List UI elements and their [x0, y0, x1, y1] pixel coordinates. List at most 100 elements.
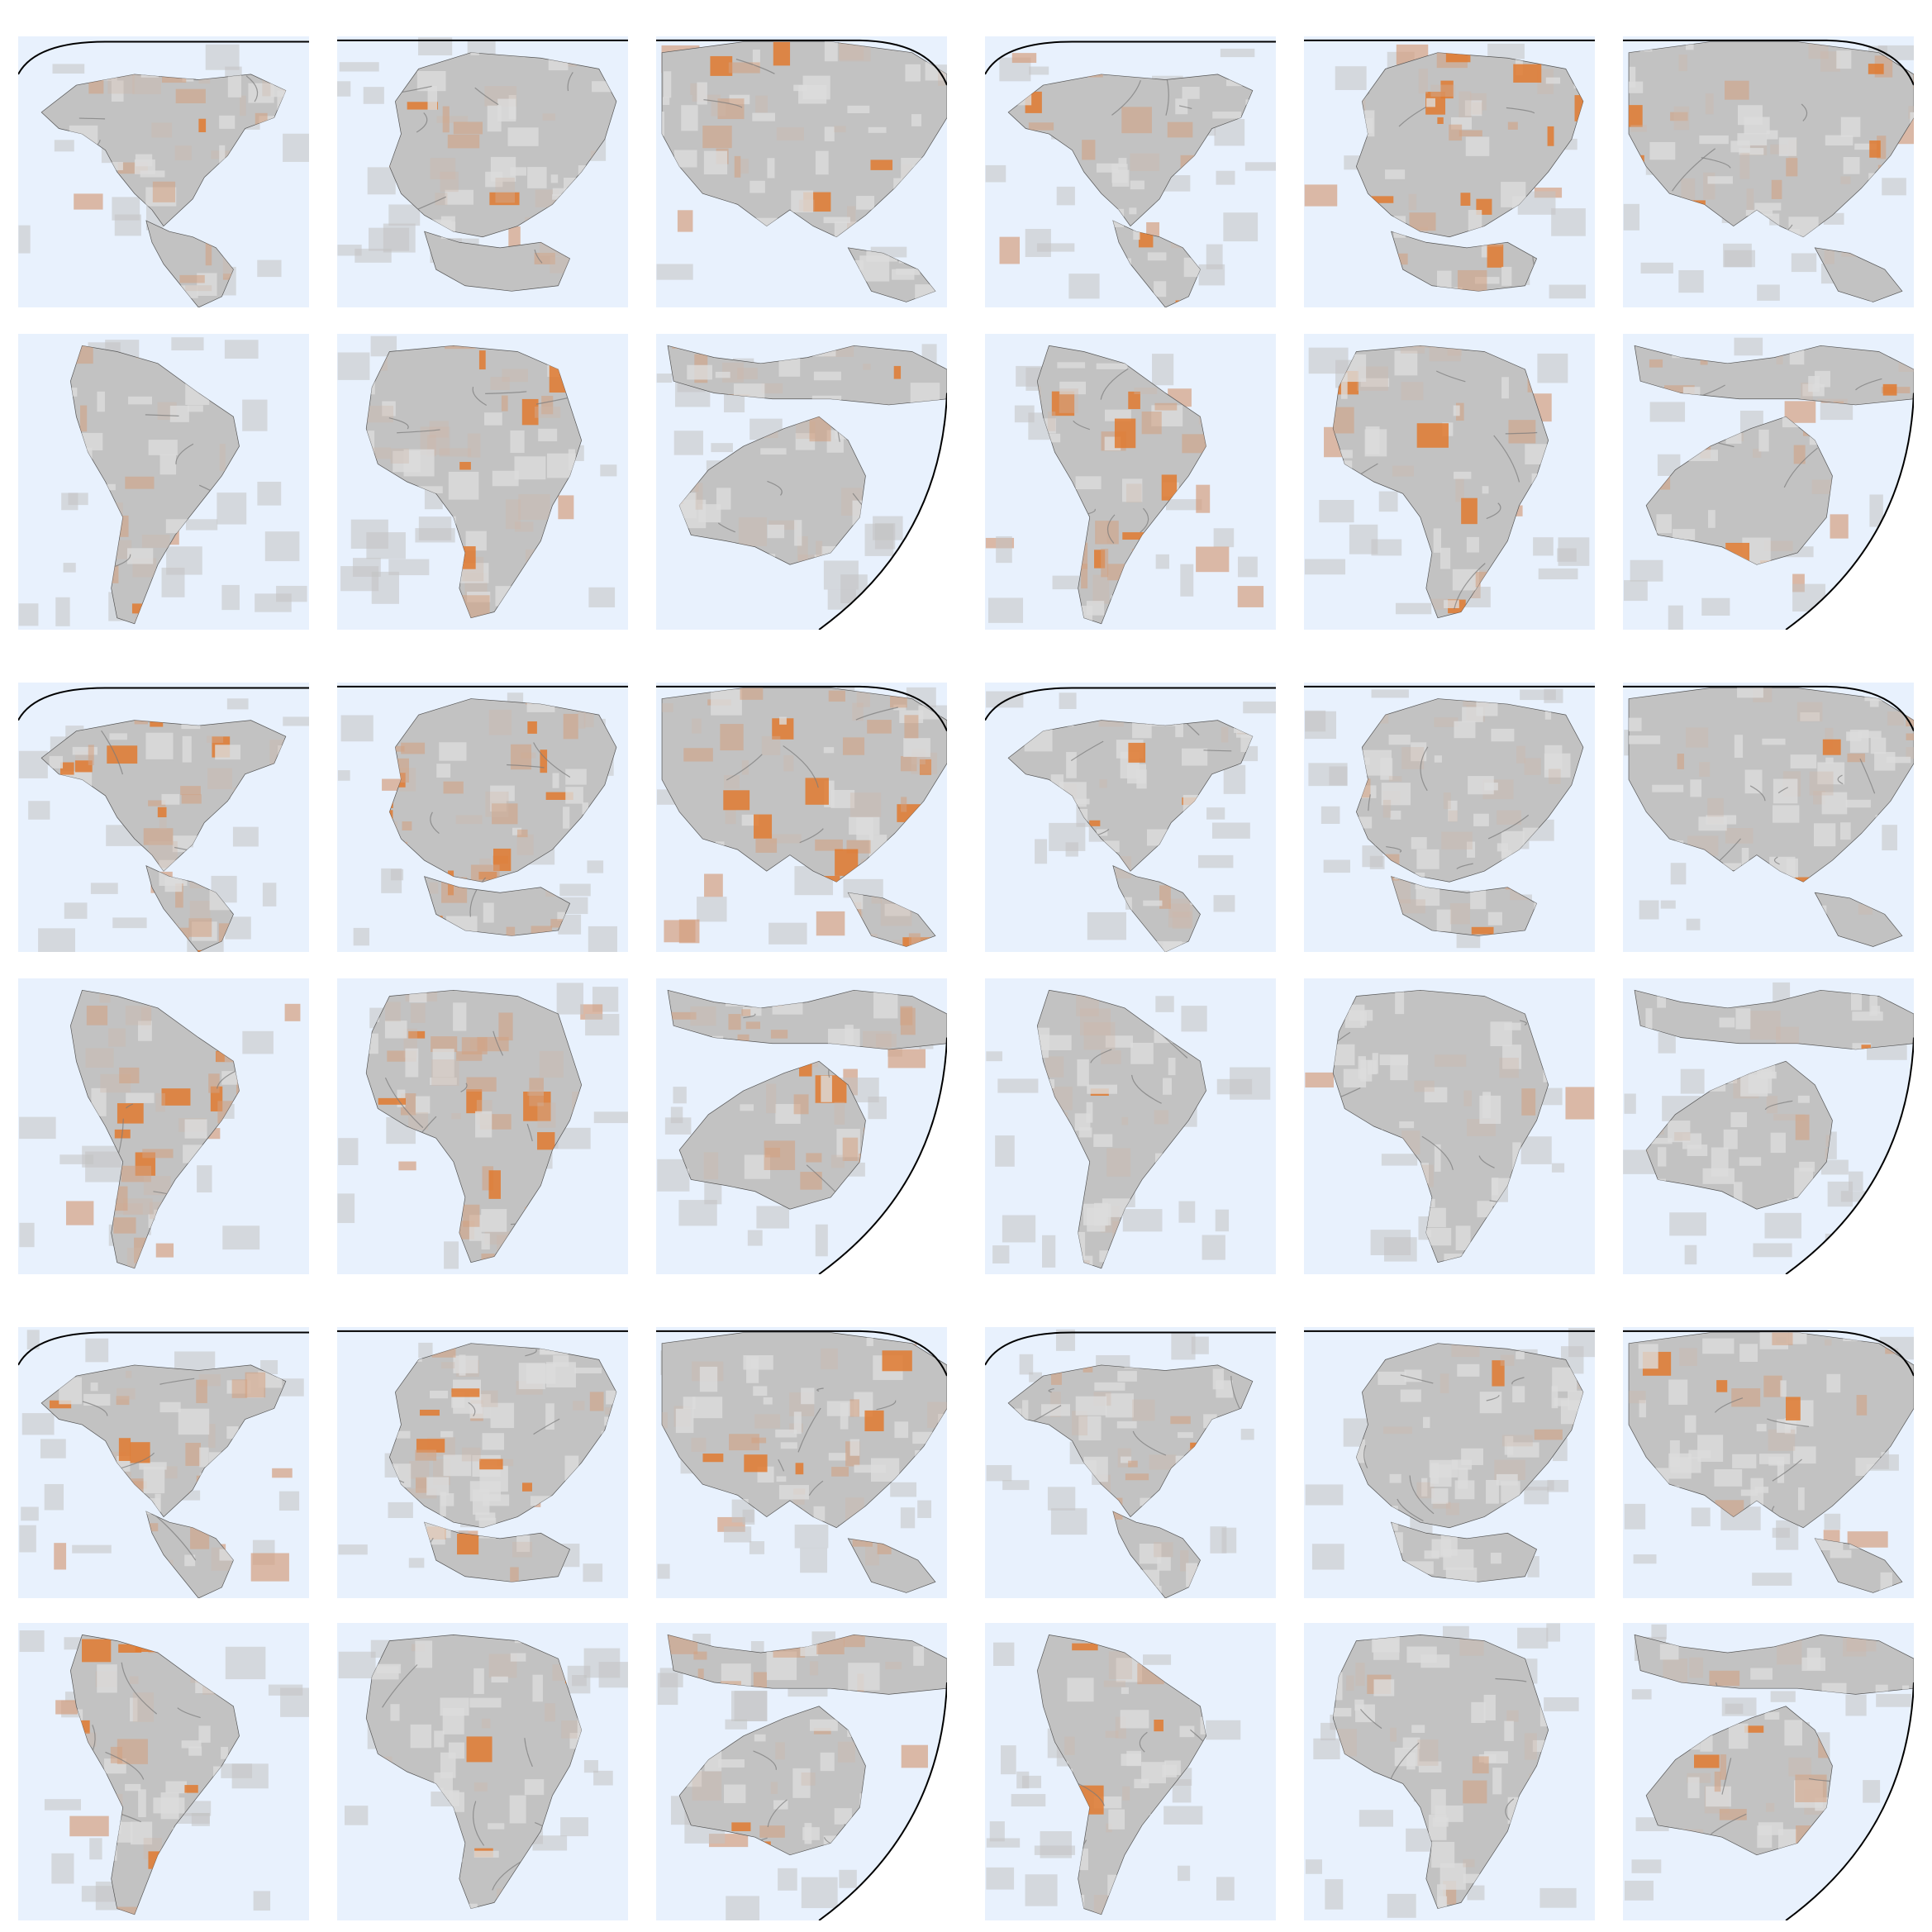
grid-cell — [1582, 1659, 1587, 1674]
grid-cell — [1544, 1697, 1579, 1711]
country-border — [1049, 1389, 1054, 1392]
grid-cell — [749, 180, 765, 193]
grid-cell — [384, 1021, 407, 1039]
grid-cell — [70, 531, 83, 559]
grid-cell — [19, 1222, 35, 1248]
grid-cell — [502, 369, 529, 383]
grid-cell — [1044, 720, 1066, 724]
grid-cell — [1750, 1478, 1764, 1506]
grid-cell — [299, 914, 309, 921]
grid-cell — [482, 1582, 513, 1590]
globe-outline — [819, 1682, 947, 1920]
grid-cell — [1685, 621, 1712, 630]
grid-cell — [221, 584, 240, 611]
grid-cell — [986, 1838, 1021, 1848]
grid-cell — [117, 1103, 144, 1124]
grid-cell — [1216, 1423, 1249, 1430]
grid-cell — [1306, 1679, 1315, 1692]
grid-cell — [1551, 208, 1586, 236]
country-border — [768, 1800, 787, 1827]
grid-cell — [1479, 1897, 1501, 1909]
country-border — [1024, 1185, 1053, 1192]
grid-cell — [1011, 1461, 1036, 1471]
grid-cell — [550, 256, 579, 274]
grid-cell — [759, 1521, 781, 1532]
grid-cell — [1189, 1686, 1206, 1701]
grid-cell — [1551, 1163, 1565, 1173]
grid-cell — [1763, 540, 1793, 552]
grid-cell — [481, 1253, 495, 1263]
grid-cell — [693, 1588, 712, 1593]
grid-cell — [82, 1145, 121, 1168]
grid-cell — [1182, 434, 1206, 454]
map-panel-group-3-north-america — [18, 683, 309, 952]
grid-cell — [1175, 300, 1188, 307]
grid-cell — [1323, 927, 1353, 933]
grid-cell — [1216, 1682, 1240, 1689]
grid-cell — [1824, 250, 1835, 264]
grid-cell — [104, 900, 136, 917]
grid-cell — [41, 834, 59, 843]
grid-cell — [1652, 784, 1684, 792]
grid-cell — [569, 285, 583, 292]
country-border — [1801, 104, 1806, 121]
grid-cell — [1587, 1005, 1595, 1032]
grid-cell — [915, 284, 936, 302]
grid-cell — [1037, 462, 1041, 486]
grid-cell — [1072, 526, 1086, 537]
grid-cell — [141, 535, 170, 548]
grid-cell — [1211, 1564, 1233, 1579]
grid-cell — [1359, 1810, 1393, 1827]
grid-cell — [299, 1787, 309, 1798]
grid-cell — [1529, 297, 1548, 307]
grid-cell — [1851, 951, 1880, 952]
grid-cell — [280, 1687, 309, 1717]
grid-cell — [1526, 345, 1535, 361]
grid-cell — [1487, 244, 1504, 268]
grid-cell — [904, 413, 926, 427]
grid-cell — [481, 1233, 490, 1250]
grid-cell — [1186, 1563, 1198, 1587]
grid-cell — [550, 174, 559, 183]
asia-map — [1623, 36, 1914, 307]
grid-cell — [19, 1630, 45, 1653]
grid-cell — [1000, 1354, 1008, 1380]
grid-cell — [669, 829, 692, 836]
country-border — [816, 241, 832, 275]
grid-cell — [1133, 224, 1140, 240]
grid-cell — [355, 116, 379, 136]
grid-cell — [1900, 792, 1911, 818]
grid-cell — [1770, 1132, 1786, 1154]
grid-cell — [456, 1051, 483, 1061]
grid-cell — [1906, 926, 1914, 947]
country-border — [778, 1459, 784, 1471]
grid-cell — [1220, 48, 1255, 58]
grid-cell — [1083, 1203, 1111, 1225]
grid-cell — [1795, 1114, 1810, 1140]
grid-cell — [1416, 849, 1439, 869]
grid-cell — [889, 1096, 902, 1120]
grid-cell — [388, 1501, 413, 1519]
grid-cell — [169, 1844, 184, 1865]
grid-cell — [668, 1716, 679, 1744]
grid-cell — [1083, 694, 1109, 703]
grid-cell — [242, 399, 268, 431]
africa-landmass — [366, 1635, 581, 1908]
grid-cell — [1547, 126, 1554, 146]
grid-cell — [1758, 429, 1769, 452]
country-border — [783, 746, 819, 788]
grid-cell — [1105, 1393, 1135, 1418]
grid-cell — [19, 1525, 36, 1553]
grid-cell — [1489, 226, 1497, 243]
country-border — [1536, 1771, 1550, 1823]
country-border — [1844, 1095, 1858, 1106]
grid-cell — [1736, 869, 1745, 881]
grid-cell — [1349, 1204, 1371, 1219]
grid-cell — [1492, 1360, 1505, 1387]
globe-outline — [656, 1331, 947, 1376]
grid-cell — [564, 178, 578, 197]
grid-cell — [1105, 1730, 1119, 1739]
grid-cell — [1631, 1859, 1662, 1873]
grid-cell — [799, 1856, 819, 1870]
grid-cell — [1409, 1163, 1420, 1187]
